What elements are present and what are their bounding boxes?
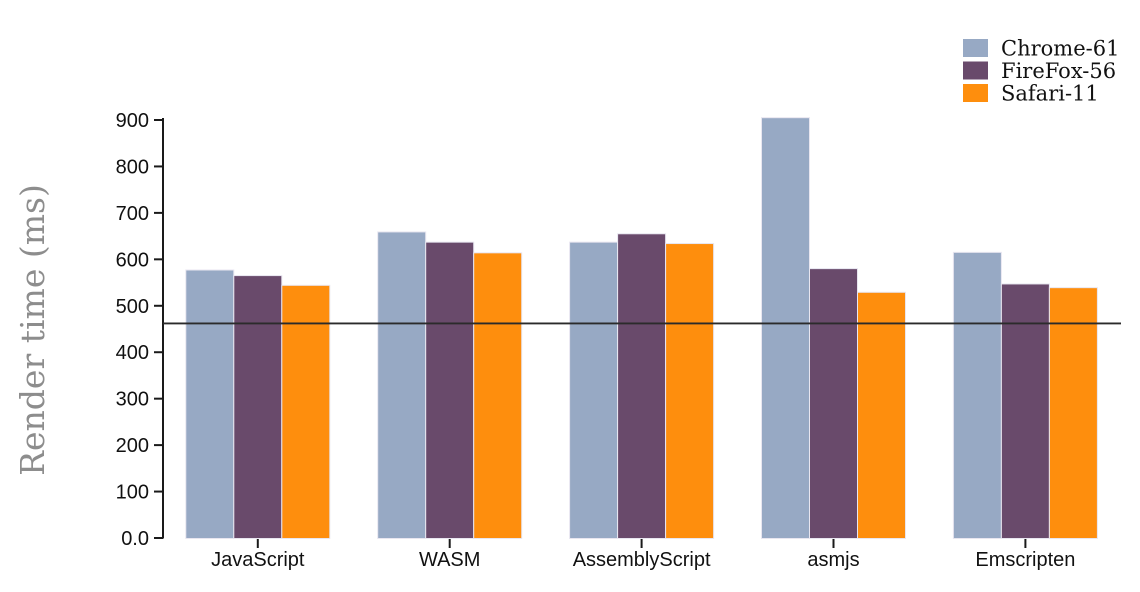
y-axis-tick-label: 600 xyxy=(116,249,149,271)
y-axis-title: Render time (ms) xyxy=(13,184,52,476)
y-axis-tick-label: 500 xyxy=(116,296,149,318)
y-axis-tick-label: 900 xyxy=(116,110,149,132)
bar-wasm-safari-11 xyxy=(473,252,523,539)
bar-assemblyscript-firefox-56 xyxy=(617,233,667,540)
x-axis-category-label: Emscripten xyxy=(975,549,1075,571)
bar-emscripten-chrome-61 xyxy=(952,251,1002,539)
y-axis-tick-label: 0.0 xyxy=(121,528,149,550)
bar-emscripten-firefox-56 xyxy=(1000,283,1050,539)
y-axis-tick-label: 200 xyxy=(116,435,149,457)
bar-assemblyscript-safari-11 xyxy=(665,243,715,539)
bar-asmjs-firefox-56 xyxy=(809,268,858,539)
x-axis-category-label: WASM xyxy=(419,549,480,571)
y-axis-tick-label: 300 xyxy=(116,389,149,411)
x-axis-category-label: AssemblyScript xyxy=(573,549,711,571)
bar-javascript-firefox-56 xyxy=(233,275,283,539)
bar-wasm-chrome-61 xyxy=(377,231,427,539)
bar-asmjs-safari-11 xyxy=(857,291,906,540)
legend-label-firefox-56: FireFox-56 xyxy=(1001,59,1116,83)
bar-wasm-firefox-56 xyxy=(425,241,475,539)
bar-emscripten-safari-11 xyxy=(1048,287,1098,540)
bar-javascript-chrome-61 xyxy=(185,269,235,539)
y-axis-tick-label: 700 xyxy=(116,203,149,225)
legend-swatch-firefox-56 xyxy=(963,61,988,80)
x-axis-category-label: asmjs xyxy=(807,549,859,571)
x-axis-category-label: JavaScript xyxy=(211,549,305,571)
bar-asmjs-chrome-61 xyxy=(761,117,810,540)
y-axis-tick-label: 800 xyxy=(116,156,149,178)
legend-label-chrome-61: Chrome-61 xyxy=(1001,36,1119,60)
y-axis-tick-label: 100 xyxy=(116,482,149,504)
bar-javascript-safari-11 xyxy=(281,284,331,539)
legend-label-safari-11: Safari-11 xyxy=(1001,81,1099,105)
y-axis-tick-label: 400 xyxy=(116,342,149,364)
bar-assemblyscript-chrome-61 xyxy=(569,241,619,539)
legend-swatch-safari-11 xyxy=(963,84,988,102)
legend-swatch-chrome-61 xyxy=(963,39,988,57)
